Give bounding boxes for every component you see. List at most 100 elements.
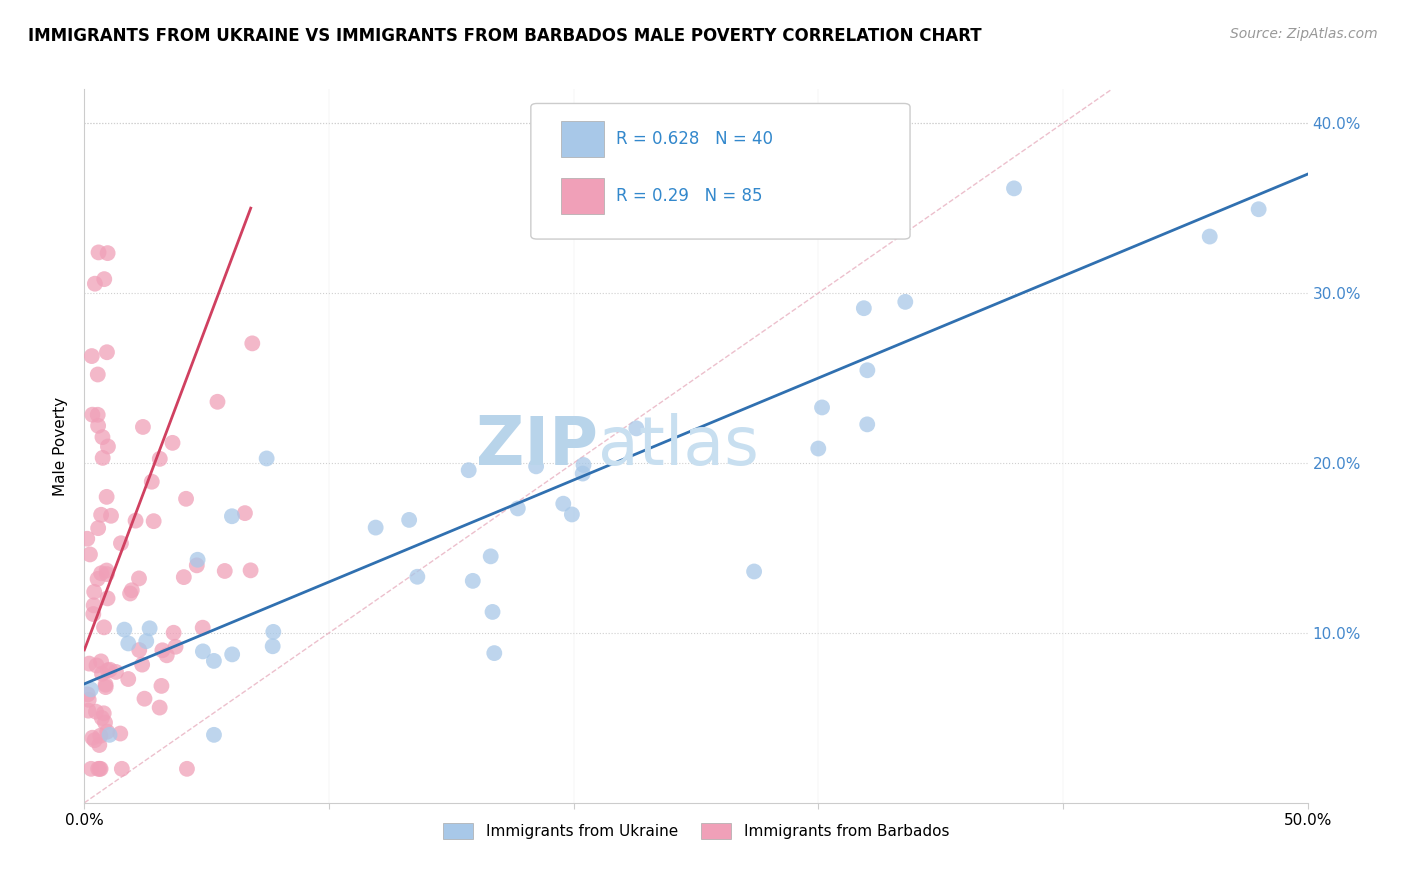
- Point: [742, 565, 765, 579]
- Point: [93, 706, 115, 721]
- Point: [82, 408, 104, 422]
- Point: [82, 607, 104, 621]
- Point: [86, 658, 108, 673]
- Point: [83, 599, 105, 613]
- Point: [87, 762, 110, 776]
- Point: [76, 532, 98, 546]
- Point: [86, 408, 108, 422]
- Point: [80, 349, 103, 363]
- FancyBboxPatch shape: [561, 178, 605, 214]
- Point: [87, 368, 110, 382]
- Point: [86, 572, 108, 586]
- Point: [461, 574, 484, 588]
- Point: [82, 731, 104, 745]
- Point: [77, 657, 100, 671]
- Point: [506, 501, 529, 516]
- Point: [89, 762, 111, 776]
- Point: [90, 566, 112, 581]
- Point: [111, 762, 134, 776]
- Point: [256, 451, 278, 466]
- Point: [96, 567, 118, 582]
- Point: [91, 666, 114, 681]
- Point: [83, 733, 105, 747]
- Point: [112, 623, 135, 637]
- Point: [110, 536, 132, 550]
- Point: [89, 729, 111, 743]
- Point: [97, 246, 120, 260]
- Point: [572, 458, 595, 472]
- Point: [141, 475, 163, 489]
- Point: [91, 450, 114, 465]
- Point: [84, 705, 107, 719]
- Point: [262, 640, 284, 654]
- Point: [852, 301, 875, 316]
- Point: [117, 636, 139, 650]
- Point: [80, 762, 103, 776]
- FancyBboxPatch shape: [561, 121, 605, 157]
- Y-axis label: Male Poverty: Male Poverty: [53, 396, 69, 496]
- Point: [571, 467, 593, 481]
- Point: [89, 738, 111, 752]
- Point: [128, 643, 150, 657]
- Point: [128, 571, 150, 585]
- Point: [406, 570, 429, 584]
- Legend: Immigrants from Ukraine, Immigrants from Barbados: Immigrants from Ukraine, Immigrants from…: [437, 817, 955, 845]
- Point: [214, 564, 236, 578]
- Point: [98, 663, 121, 677]
- Point: [239, 563, 262, 577]
- Point: [90, 762, 112, 776]
- Point: [96, 564, 118, 578]
- Text: R = 0.628   N = 40: R = 0.628 N = 40: [616, 130, 773, 148]
- Point: [138, 621, 160, 635]
- Point: [202, 728, 225, 742]
- Point: [173, 570, 195, 584]
- Point: [90, 508, 112, 522]
- Point: [561, 508, 583, 522]
- Point: [120, 586, 142, 600]
- Point: [221, 648, 243, 662]
- Point: [96, 345, 118, 359]
- Point: [479, 549, 502, 564]
- Point: [149, 451, 172, 466]
- Point: [100, 508, 122, 523]
- Point: [79, 548, 101, 562]
- Point: [1247, 202, 1270, 217]
- Point: [1002, 181, 1025, 195]
- Point: [93, 620, 115, 634]
- Text: ZIP: ZIP: [477, 413, 598, 479]
- Text: IMMIGRANTS FROM UKRAINE VS IMMIGRANTS FROM BARBADOS MALE POVERTY CORRELATION CHA: IMMIGRANTS FROM UKRAINE VS IMMIGRANTS FR…: [28, 27, 981, 45]
- Point: [87, 245, 110, 260]
- Point: [94, 715, 117, 730]
- Text: atlas: atlas: [598, 413, 759, 479]
- Point: [87, 418, 110, 433]
- Point: [96, 724, 118, 739]
- Point: [156, 648, 179, 663]
- Point: [162, 625, 184, 640]
- Point: [856, 363, 879, 377]
- Point: [165, 640, 187, 654]
- FancyBboxPatch shape: [531, 103, 910, 239]
- Point: [121, 583, 143, 598]
- Point: [807, 442, 830, 456]
- Point: [131, 657, 153, 672]
- Point: [207, 394, 229, 409]
- Point: [97, 440, 120, 454]
- Point: [191, 621, 214, 635]
- Point: [150, 679, 173, 693]
- Point: [202, 654, 225, 668]
- Point: [894, 294, 917, 309]
- Point: [96, 490, 118, 504]
- Point: [91, 430, 114, 444]
- Point: [162, 435, 184, 450]
- Point: [135, 634, 157, 648]
- Point: [364, 520, 387, 534]
- Point: [98, 728, 121, 742]
- Point: [524, 459, 547, 474]
- Text: R = 0.29   N = 85: R = 0.29 N = 85: [616, 187, 763, 205]
- Point: [398, 513, 420, 527]
- Point: [1198, 229, 1220, 244]
- Point: [553, 497, 575, 511]
- Point: [174, 491, 197, 506]
- Point: [83, 277, 105, 291]
- Point: [150, 643, 173, 657]
